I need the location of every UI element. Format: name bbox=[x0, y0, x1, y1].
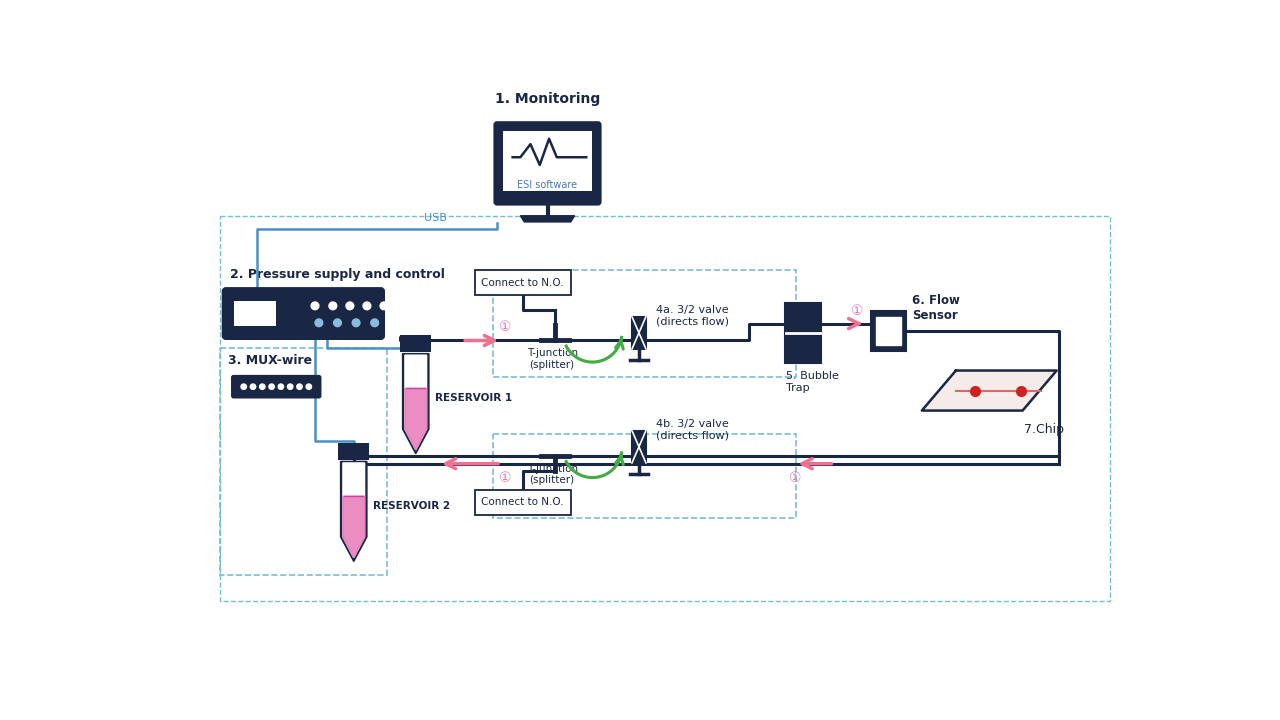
Circle shape bbox=[297, 384, 302, 390]
Text: 2. Pressure supply and control: 2. Pressure supply and control bbox=[229, 269, 444, 282]
Text: T-junction
(splitter): T-junction (splitter) bbox=[526, 348, 577, 370]
Polygon shape bbox=[404, 388, 426, 450]
Polygon shape bbox=[521, 216, 575, 222]
Text: 6. Flow
Sensor: 6. Flow Sensor bbox=[911, 294, 960, 323]
Polygon shape bbox=[404, 355, 426, 450]
Circle shape bbox=[311, 302, 319, 310]
Circle shape bbox=[260, 384, 265, 390]
Text: ①: ① bbox=[851, 305, 864, 318]
Circle shape bbox=[329, 302, 337, 310]
Text: USB: USB bbox=[424, 213, 447, 223]
Text: 5. Bubble
Trap: 5. Bubble Trap bbox=[786, 372, 840, 393]
Circle shape bbox=[251, 384, 256, 390]
Circle shape bbox=[269, 384, 274, 390]
Text: ESI software: ESI software bbox=[517, 180, 577, 190]
Polygon shape bbox=[340, 462, 367, 562]
FancyBboxPatch shape bbox=[786, 303, 820, 332]
Circle shape bbox=[364, 302, 371, 310]
Circle shape bbox=[278, 384, 284, 390]
Bar bbox=[220, 348, 387, 575]
FancyBboxPatch shape bbox=[232, 376, 320, 397]
Bar bbox=[220, 216, 1110, 600]
Text: 7.Chip: 7.Chip bbox=[1024, 423, 1064, 436]
Text: Connect to N.O.: Connect to N.O. bbox=[481, 498, 564, 507]
FancyBboxPatch shape bbox=[495, 122, 600, 204]
Text: 4a. 3/2 valve
(directs flow): 4a. 3/2 valve (directs flow) bbox=[657, 305, 730, 327]
Text: Connect to N.O.: Connect to N.O. bbox=[481, 278, 564, 288]
Text: 4b. 3/2 valve
(directs flow): 4b. 3/2 valve (directs flow) bbox=[657, 419, 730, 441]
FancyBboxPatch shape bbox=[503, 131, 591, 191]
FancyBboxPatch shape bbox=[632, 317, 646, 349]
FancyBboxPatch shape bbox=[475, 271, 571, 295]
Circle shape bbox=[371, 319, 379, 327]
Circle shape bbox=[334, 319, 342, 327]
Circle shape bbox=[352, 319, 360, 327]
Circle shape bbox=[380, 302, 388, 310]
FancyBboxPatch shape bbox=[223, 288, 384, 339]
Text: 1. Monitoring: 1. Monitoring bbox=[495, 91, 600, 106]
Circle shape bbox=[315, 319, 323, 327]
FancyBboxPatch shape bbox=[786, 333, 820, 363]
Text: ①: ① bbox=[790, 471, 801, 485]
FancyBboxPatch shape bbox=[632, 431, 646, 463]
Text: ①: ① bbox=[499, 471, 511, 485]
Text: ①: ① bbox=[499, 320, 511, 333]
FancyBboxPatch shape bbox=[872, 311, 905, 351]
Text: RESERVOIR 2: RESERVOIR 2 bbox=[374, 501, 451, 511]
Circle shape bbox=[346, 302, 353, 310]
Circle shape bbox=[241, 384, 247, 390]
Text: 3. MUX-wire: 3. MUX-wire bbox=[228, 354, 312, 366]
FancyBboxPatch shape bbox=[876, 318, 901, 345]
Polygon shape bbox=[343, 463, 365, 557]
Polygon shape bbox=[343, 496, 365, 557]
Text: RESERVOIR 1: RESERVOIR 1 bbox=[435, 393, 512, 403]
FancyBboxPatch shape bbox=[401, 335, 431, 352]
FancyBboxPatch shape bbox=[475, 490, 571, 515]
Circle shape bbox=[288, 384, 293, 390]
Polygon shape bbox=[922, 371, 1057, 410]
Polygon shape bbox=[403, 354, 429, 454]
Bar bbox=[493, 270, 795, 377]
FancyBboxPatch shape bbox=[338, 443, 369, 460]
Text: T-junction
(splitter): T-junction (splitter) bbox=[526, 464, 577, 485]
Circle shape bbox=[306, 384, 311, 390]
FancyBboxPatch shape bbox=[234, 301, 276, 326]
Bar bbox=[493, 434, 795, 518]
